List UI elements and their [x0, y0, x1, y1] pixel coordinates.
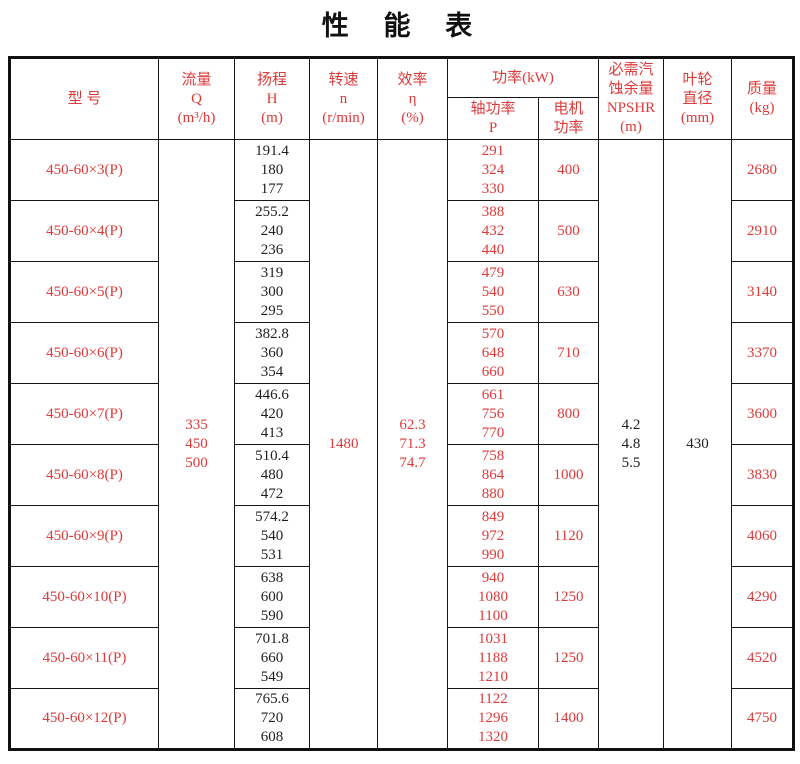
motor-power-cell: 710 — [538, 322, 599, 384]
mass-header: 质量 (kg) — [731, 57, 794, 140]
motor-power-cell: 500 — [538, 200, 599, 262]
npshr-header: 必需汽 蚀余量 NPSHR (m) — [598, 57, 664, 140]
shaft-power-cell: 849 972 990 — [447, 505, 539, 567]
table-row: 450-60×12(P) 765.6 720 608 1122 1296 132… — [9, 688, 794, 750]
mass-cell: 2680 — [731, 139, 794, 201]
model-cell: 450-60×3(P) — [9, 139, 159, 201]
motor-power-cell: 400 — [538, 139, 599, 201]
mass-cell: 2910 — [731, 200, 794, 262]
head-values-cell: 191.4 180 177 — [234, 139, 310, 201]
head-values-cell: 446.6 420 413 — [234, 383, 310, 445]
shaft-power-cell: 940 1080 1100 — [447, 566, 539, 628]
table-row: 450-60×5(P) 319 300 295 479 540 550 630 … — [9, 261, 794, 323]
head-values-cell: 765.6 720 608 — [234, 688, 310, 750]
speed-header: 转速 n (r/min) — [309, 57, 378, 140]
performance-table: 型 号 流量 Q (m³/h) 扬程 H (m) 转速 n (r/min) 效率… — [8, 56, 795, 751]
motor-power-cell: 1120 — [538, 505, 599, 567]
mass-cell: 4060 — [731, 505, 794, 567]
model-cell: 450-60×11(P) — [9, 627, 159, 689]
table-row: 450-60×7(P) 446.6 420 413 661 756 770 80… — [9, 383, 794, 445]
motor-power-header: 电机 功率 — [538, 97, 599, 140]
model-cell: 450-60×9(P) — [9, 505, 159, 567]
table-row: 450-60×10(P) 638 600 590 940 1080 1100 1… — [9, 566, 794, 628]
page-title: 性 能 表 — [321, 11, 479, 41]
table-row: 450-60×6(P) 382.8 360 354 570 648 660 71… — [9, 322, 794, 384]
shaft-power-cell: 758 864 880 — [447, 444, 539, 506]
impeller-header: 叶轮 直径 (mm) — [663, 57, 732, 140]
speed-value-cell: 1480 — [309, 139, 378, 750]
motor-power-cell: 1000 — [538, 444, 599, 506]
head-values-cell: 319 300 295 — [234, 261, 310, 323]
shaft-power-cell: 1031 1188 1210 — [447, 627, 539, 689]
table-row: 450-60×3(P) 335 450 500 191.4 180 177 14… — [9, 139, 794, 750]
shaft-power-cell: 479 540 550 — [447, 261, 539, 323]
table-row: 450-60×8(P) 510.4 480 472 758 864 880 10… — [9, 444, 794, 506]
model-cell: 450-60×4(P) — [9, 200, 159, 262]
mass-cell: 3140 — [731, 261, 794, 323]
head-header: 扬程 H (m) — [234, 57, 310, 140]
mass-cell: 3830 — [731, 444, 794, 506]
flow-values-cell: 335 450 500 — [158, 139, 235, 750]
flow-header: 流量 Q (m³/h) — [158, 57, 235, 140]
motor-power-cell: 630 — [538, 261, 599, 323]
model-cell: 450-60×6(P) — [9, 322, 159, 384]
shaft-power-header: 轴功率 P — [447, 97, 539, 140]
head-values-cell: 574.2 540 531 — [234, 505, 310, 567]
mass-cell: 4750 — [731, 688, 794, 750]
power-group-header: 功率(kW) — [447, 57, 599, 98]
efficiency-header: 效率 η (%) — [377, 57, 448, 140]
head-values-cell: 638 600 590 — [234, 566, 310, 628]
model-cell: 450-60×12(P) — [9, 688, 159, 750]
motor-power-cell: 800 — [538, 383, 599, 445]
shaft-power-cell: 388 432 440 — [447, 200, 539, 262]
table-row: 450-60×9(P) 574.2 540 531 849 972 990 11… — [9, 505, 794, 567]
efficiency-values-cell: 62.3 71.3 74.7 — [377, 139, 448, 750]
model-cell: 450-60×7(P) — [9, 383, 159, 445]
table-row: 450-60×4(P) 255.2 240 236 388 432 440 50… — [9, 200, 794, 262]
shaft-power-cell: 570 648 660 — [447, 322, 539, 384]
head-values-cell: 510.4 480 472 — [234, 444, 310, 506]
model-cell: 450-60×8(P) — [9, 444, 159, 506]
head-values-cell: 255.2 240 236 — [234, 200, 310, 262]
mass-cell: 4290 — [731, 566, 794, 628]
mass-cell: 4520 — [731, 627, 794, 689]
motor-power-cell: 1250 — [538, 627, 599, 689]
shaft-power-cell: 661 756 770 — [447, 383, 539, 445]
head-values-cell: 701.8 660 549 — [234, 627, 310, 689]
npshr-values-cell: 4.2 4.8 5.5 — [598, 139, 664, 750]
model-cell: 450-60×10(P) — [9, 566, 159, 628]
mass-cell: 3600 — [731, 383, 794, 445]
model-header: 型 号 — [9, 57, 159, 140]
impeller-diameter-cell: 430 — [663, 139, 732, 750]
shaft-power-cell: 291 324 330 — [447, 139, 539, 201]
model-cell: 450-60×5(P) — [9, 261, 159, 323]
motor-power-cell: 1400 — [538, 688, 599, 750]
motor-power-cell: 1250 — [538, 566, 599, 628]
shaft-power-cell: 1122 1296 1320 — [447, 688, 539, 750]
mass-cell: 3370 — [731, 322, 794, 384]
head-values-cell: 382.8 360 354 — [234, 322, 310, 384]
